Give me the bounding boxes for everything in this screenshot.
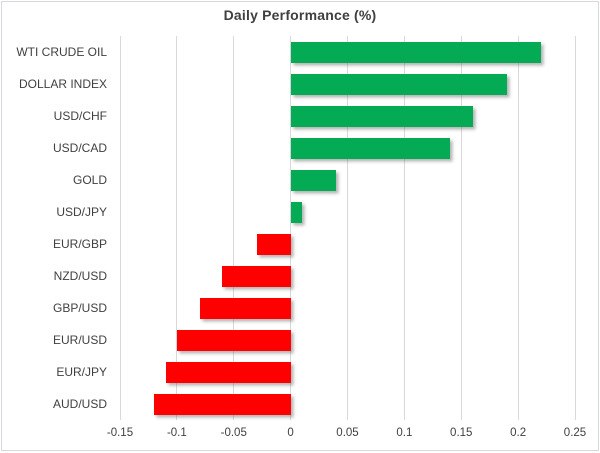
- category-label-eur-gbp: EUR/GBP: [52, 237, 107, 251]
- x-tick-label--0.15: -0.15: [106, 427, 134, 439]
- gridline-0.2: [517, 36, 519, 420]
- x-tick-label-0: 0: [287, 427, 294, 439]
- category-label-eur-jpy: EUR/JPY: [56, 365, 107, 379]
- bar-aud-usd: [154, 393, 291, 415]
- x-tick-label-0.25: 0.25: [563, 427, 587, 439]
- x-tick-label-0.05: 0.05: [336, 427, 359, 439]
- bar-usd-jpy: [290, 201, 302, 223]
- gridline-0.1: [403, 36, 405, 420]
- category-label-dollar-index: DOLLAR INDEX: [18, 77, 107, 91]
- category-label-gbp-usd: GBP/USD: [52, 301, 107, 315]
- x-tick-label--0.05: -0.05: [220, 427, 247, 439]
- bar-gold: [290, 169, 337, 191]
- category-label-gold: GOLD: [72, 173, 107, 187]
- bar-wti-crude-oil: [290, 41, 541, 63]
- category-label-wti-crude-oil: WTI CRUDE OIL: [16, 45, 107, 59]
- bar-nzd-usd: [222, 265, 291, 287]
- bar-eur-gbp: [256, 233, 291, 255]
- category-label-usd-jpy: USD/JPY: [56, 205, 107, 219]
- x-tick-label-0.2: 0.2: [510, 427, 527, 439]
- x-tick-label--0.1: -0.1: [166, 427, 187, 439]
- bar-eur-usd: [176, 329, 291, 351]
- bar-usd-chf: [290, 105, 473, 127]
- x-tick-label-0.1: 0.1: [396, 427, 413, 439]
- gridline-0.05: [347, 36, 348, 420]
- gridline-0.15: [460, 36, 462, 420]
- category-label-eur-usd: EUR/USD: [52, 333, 107, 347]
- category-label-usd-chf: USD/CHF: [53, 109, 107, 123]
- gridline-0.25: [574, 36, 576, 420]
- gridline-0: [290, 36, 292, 420]
- gridline--0.15: [119, 36, 121, 420]
- bar-gbp-usd: [199, 297, 291, 319]
- gridline--0.05: [233, 36, 235, 420]
- x-tick-label-0.15: 0.15: [450, 427, 473, 439]
- category-label-nzd-usd: NZD/USD: [53, 269, 107, 283]
- category-label-usd-cad: USD/CAD: [52, 141, 107, 155]
- chart-title: Daily Performance (%): [223, 7, 377, 23]
- bar-eur-jpy: [165, 361, 291, 383]
- category-label-aud-usd: AUD/USD: [52, 397, 107, 411]
- bar-dollar-index: [290, 73, 507, 95]
- bar-usd-cad: [290, 137, 450, 159]
- gridline--0.1: [176, 36, 178, 420]
